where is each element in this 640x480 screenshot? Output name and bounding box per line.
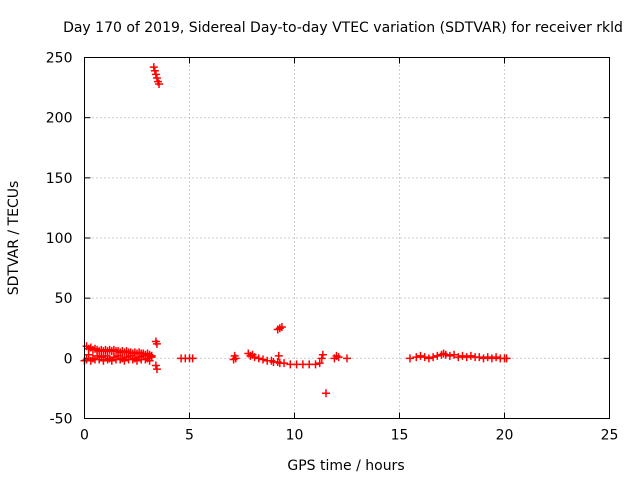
axis-ticks: 0 5 10 15 20 25 -50 0 50 100 150 200 250: [46, 51, 619, 444]
data-points: [80, 63, 511, 398]
data-point: [152, 365, 161, 374]
data-point: [441, 350, 450, 359]
data-point: [424, 354, 433, 363]
data-point: [322, 389, 330, 398]
x-tick-label: 15: [391, 428, 409, 444]
x-tick-label: 25: [601, 428, 619, 444]
data-point: [487, 354, 496, 363]
x-tick-label: 5: [185, 428, 194, 444]
data-point: [277, 323, 286, 332]
x-axis-label: GPS time / hours: [287, 458, 404, 474]
data-point: [82, 355, 91, 364]
y-tick-label: 150: [46, 171, 73, 187]
y-axis-label: SDTVAR / TECUs: [6, 181, 22, 296]
data-point: [150, 66, 159, 75]
plot-frame: [84, 57, 610, 419]
data-point: [151, 361, 160, 370]
y-tick-label: 250: [46, 51, 73, 67]
data-point: [188, 354, 197, 363]
data-point: [479, 354, 488, 363]
data-point: [502, 354, 511, 363]
chart-title: Day 170 of 2019, Sidereal Day-to-day VTE…: [63, 20, 623, 36]
data-point: [492, 353, 501, 362]
data-point: [406, 354, 414, 363]
y-tick-label: 100: [46, 231, 73, 247]
data-point: [274, 351, 283, 360]
data-point: [334, 353, 343, 362]
data-point: [445, 351, 454, 360]
data-point: [483, 353, 492, 362]
data-point: [433, 351, 442, 360]
data-point: [416, 351, 425, 360]
data-point: [343, 354, 351, 363]
data-point: [420, 353, 429, 362]
data-point: [458, 351, 467, 360]
y-tick-label: 200: [46, 111, 73, 127]
data-point: [412, 353, 421, 362]
data-point: [152, 73, 161, 82]
data-point: [147, 353, 156, 362]
y-tick-label: 50: [55, 291, 73, 307]
data-point: [151, 70, 160, 79]
data-point: [317, 354, 326, 363]
data-point: [429, 353, 438, 362]
data-point: [155, 79, 164, 88]
data-point: [466, 351, 475, 360]
data-point: [475, 353, 484, 362]
data-point: [280, 359, 288, 368]
data-point: [454, 353, 463, 362]
data-point: [259, 355, 267, 364]
data-point: [99, 356, 108, 365]
data-point: [152, 339, 161, 348]
data-point: [318, 350, 327, 359]
y-tick-label: -50: [50, 412, 73, 428]
data-point: [250, 353, 259, 362]
data-point: [315, 359, 324, 368]
data-point: [450, 350, 459, 359]
data-point: [254, 354, 263, 363]
data-point: [311, 360, 320, 369]
x-tick-label: 10: [286, 428, 304, 444]
y-tick-label: 0: [64, 351, 73, 367]
data-point: [149, 63, 158, 72]
x-tick-label: 20: [496, 428, 514, 444]
data-point: [462, 353, 471, 362]
x-tick-label: 0: [80, 428, 89, 444]
grid: [84, 57, 610, 419]
data-point: [84, 350, 93, 359]
data-point: [231, 354, 240, 363]
